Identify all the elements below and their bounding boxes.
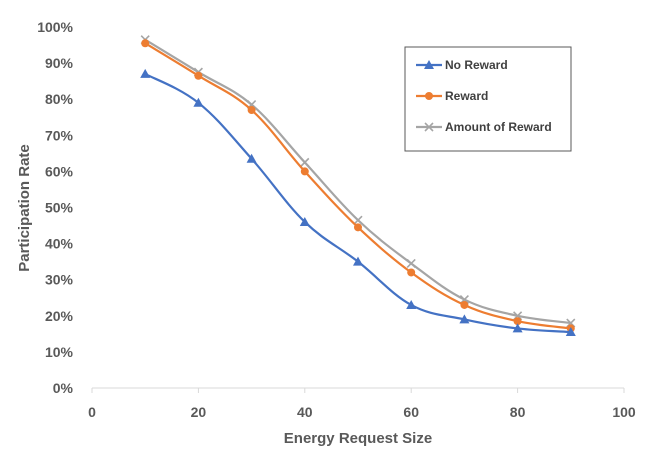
data-point-no-reward [299,216,310,226]
legend-marker-no-reward [424,60,434,69]
legend: No Reward Reward Amount of Reward [404,46,572,152]
x-tick-label: 0 [88,404,96,420]
x-tick-label: 20 [191,404,207,420]
data-point-amount-of-reward [353,215,363,225]
y-axis-title: Participation Rate [16,144,33,272]
y-tick-label: 60% [45,163,74,179]
x-axis-title: Energy Request Size [284,430,432,447]
data-point-amount-of-reward [300,157,310,167]
y-tick-label: 90% [45,55,74,71]
legend-label: No Reward [445,58,508,72]
series-line-no-reward [144,72,571,334]
data-point-no-reward [406,299,417,309]
x-tick-label: 100 [612,404,636,420]
data-point-no-reward [140,68,151,78]
data-point-reward [141,39,150,48]
data-point-no-reward [193,97,204,107]
y-tick-label: 100% [37,19,73,35]
data-point-no-reward [246,153,257,163]
legend-item-no-reward: No Reward [416,58,508,72]
legend-label: Reward [445,89,488,103]
x-tick-label: 40 [297,404,313,420]
data-point-reward [247,106,256,115]
y-tick-label: 0% [53,380,74,396]
legend-marker-reward [425,92,433,100]
legend-items: No Reward Reward Amount of Reward [416,58,552,134]
axes [91,387,625,393]
x-tick-label: 60 [403,404,419,420]
series-reward [141,39,575,333]
data-point-amount-of-reward [406,258,416,269]
data-point-no-reward [565,327,576,337]
legend-marker-amount-of-reward [424,122,434,132]
data-point-reward [354,223,362,232]
y-tick-label: 10% [45,344,74,360]
data-point-reward [407,268,416,277]
y-tick-label: 80% [45,91,74,107]
y-tick-label: 20% [45,308,74,324]
legend-label: Amount of Reward [445,120,552,134]
data-point-no-reward [512,323,523,333]
data-point-no-reward [459,314,470,324]
data-point-no-reward [353,256,363,266]
data-point-reward [194,71,203,80]
series-no-reward [140,68,576,337]
legend-item-amount-of-reward: Amount of Reward [416,120,552,134]
legend-item-reward: Reward [416,89,488,103]
series-line-reward [144,42,571,330]
y-tick-labels: 0% 10% 20% 30% 40% 50% 60% 70% 80% 90% 100% [37,19,73,396]
data-point-reward [300,167,309,176]
x-tick-label: 80 [510,404,526,420]
y-tick-label: 50% [45,200,74,216]
data-point-reward [460,300,469,309]
series-layer [140,35,576,337]
y-tick-label: 30% [45,272,74,288]
data-point-reward [513,317,522,326]
x-tick-labels: 0 20 40 60 80 100 [88,404,636,420]
y-tick-label: 40% [45,236,74,252]
y-tick-label: 70% [45,127,74,143]
